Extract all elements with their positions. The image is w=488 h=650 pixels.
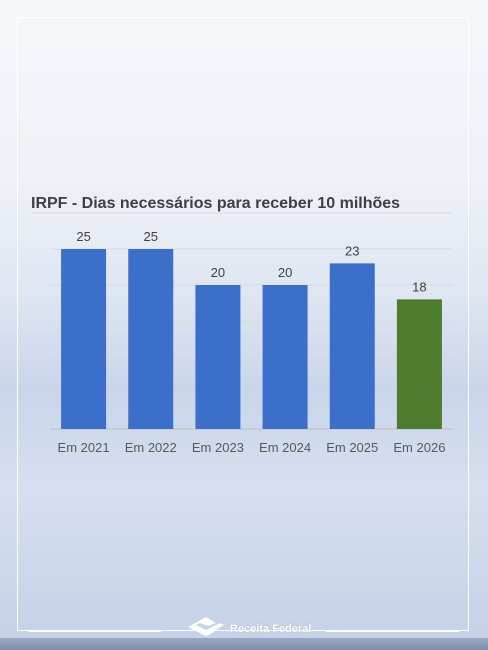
value-label: 23 xyxy=(345,243,359,258)
logo-text: Receita Federal xyxy=(230,623,312,635)
value-label: 25 xyxy=(144,229,158,244)
footer-line-left xyxy=(28,630,161,632)
bar-em-2026 xyxy=(396,299,442,429)
bar-em-2022 xyxy=(128,249,174,429)
bottom-bar xyxy=(0,638,488,650)
category-label: Em 2025 xyxy=(326,440,378,455)
chart-title: IRPF - Dias necessários para receber 10 … xyxy=(31,195,401,212)
category-label: Em 2023 xyxy=(192,440,244,455)
receita-federal-logo: Receita Federal xyxy=(186,616,311,642)
category-label: Em 2024 xyxy=(259,440,311,455)
receita-federal-emblem-icon xyxy=(186,614,226,645)
category-label: Em 2026 xyxy=(393,440,445,455)
category-label: Em 2021 xyxy=(58,440,110,455)
footer-line-right xyxy=(326,630,459,632)
value-label: 18 xyxy=(412,279,426,294)
bar-em-2021 xyxy=(61,249,107,429)
bar-em-2024 xyxy=(262,285,308,429)
value-label: 20 xyxy=(211,265,225,280)
value-label: 25 xyxy=(76,229,90,244)
frame-border xyxy=(17,17,469,631)
category-label: Em 2022 xyxy=(125,440,177,455)
value-label: 20 xyxy=(278,265,292,280)
bar-em-2023 xyxy=(195,285,241,429)
bar-em-2025 xyxy=(329,263,375,429)
